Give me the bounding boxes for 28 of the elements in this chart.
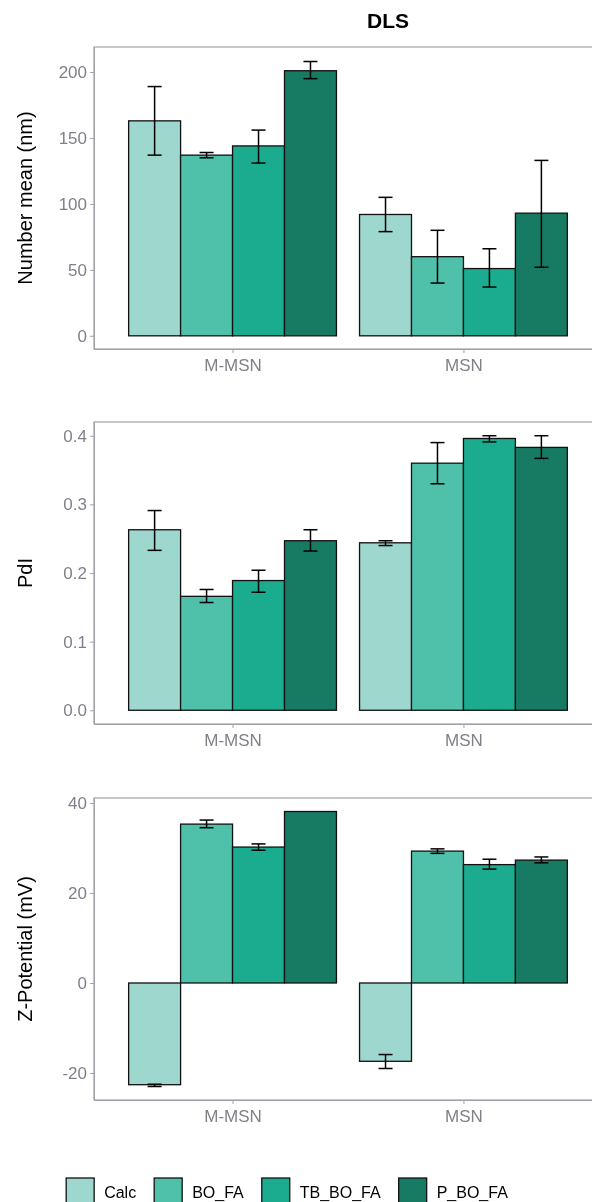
y-tick-label: 0.1 bbox=[63, 632, 87, 652]
y-axis-title: Number mean (nm) bbox=[14, 111, 36, 285]
legend-label: Calc bbox=[104, 1184, 137, 1201]
chart-title: DLS bbox=[367, 9, 409, 32]
legend-label: P_BO_FA bbox=[436, 1184, 509, 1202]
y-tick-label: 200 bbox=[58, 63, 87, 82]
legend-label: BO_FA bbox=[192, 1184, 245, 1202]
x-tick-label: M-MSN bbox=[204, 1107, 262, 1127]
y-tick-label: 0.3 bbox=[63, 495, 87, 515]
x-tick-label: MSN bbox=[445, 731, 483, 751]
x-tick-label: M-MSN bbox=[204, 356, 262, 376]
x-tick-label: MSN bbox=[445, 356, 483, 376]
y-tick-label: 50 bbox=[68, 260, 87, 280]
y-tick-label: 0.2 bbox=[63, 563, 87, 583]
legend-label: TB_BO_FA bbox=[299, 1184, 382, 1202]
y-axis-title: Z-Potential (mV) bbox=[14, 876, 36, 1022]
x-tick-label: MSN bbox=[445, 1107, 483, 1127]
y-tick-label: 150 bbox=[58, 128, 87, 148]
y-tick-label: 20 bbox=[68, 883, 87, 903]
y-axis-title: PdI bbox=[14, 557, 36, 589]
y-tick-label: 40 bbox=[68, 793, 87, 813]
y-tick-label: 100 bbox=[58, 194, 87, 214]
y-tick-label: -20 bbox=[62, 1063, 87, 1083]
y-tick-label: 0 bbox=[77, 326, 87, 346]
y-tick-label: 0.0 bbox=[63, 701, 87, 721]
y-tick-label: 0 bbox=[77, 973, 87, 993]
x-tick-label: M-MSN bbox=[204, 731, 262, 751]
y-tick-label: 0.4 bbox=[63, 426, 87, 446]
